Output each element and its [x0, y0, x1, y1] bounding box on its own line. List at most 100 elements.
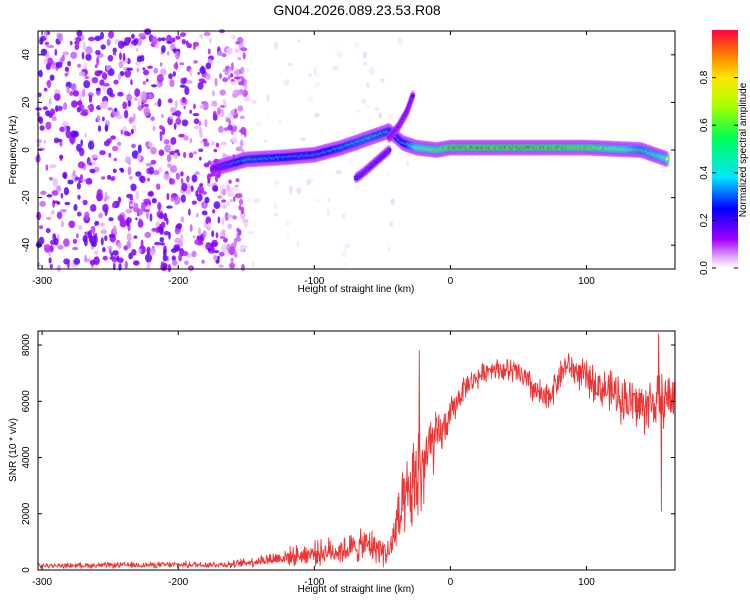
spectrogram-cell: [112, 262, 116, 271]
spectrogram-cell: [102, 86, 106, 92]
spectrogram-cell: [273, 202, 277, 210]
spectrogram-cell: [87, 141, 95, 150]
spectrogram-cell: [344, 243, 351, 249]
spectrogram-cell: [210, 140, 216, 147]
spectrogram-cell: [99, 150, 106, 156]
spectrogram-cell: [306, 179, 311, 186]
spectrogram-cell: [101, 72, 108, 80]
spectrogram-cell: [111, 202, 117, 209]
spectrogram-cell: [221, 216, 225, 226]
spectrogram-cell: [183, 135, 189, 141]
spectrogram-cell: [151, 84, 157, 88]
spectrogram-cell: [162, 266, 167, 271]
spectrogram-cell: [84, 211, 90, 221]
spectrogram-cell: [82, 235, 88, 243]
spectrogram-cell: [126, 232, 132, 242]
spectrogram-cell: [117, 115, 123, 120]
spectrogram-cell: [236, 193, 243, 199]
spectrogram-cell: [48, 257, 52, 264]
spectrogram-cell: [228, 179, 232, 184]
spectrogram-cell: [235, 41, 241, 45]
spectrogram-cell: [117, 91, 124, 97]
spectrogram-cell: [140, 91, 147, 100]
spectrogram-cell: [175, 172, 180, 180]
spectrogram-cell: [167, 98, 173, 104]
spectrogram-cell: [205, 216, 212, 225]
spectrogram-cell: [102, 247, 106, 253]
spectrogram-cell: [223, 237, 228, 243]
spectrogram-cell: [194, 171, 200, 176]
spectrogram-cell: [166, 205, 173, 209]
spectrogram-cell: [241, 264, 245, 271]
spectrogram-x-tick-label: 0: [448, 276, 454, 287]
spectrogram-cell: [119, 70, 125, 77]
spectrogram-cell: [387, 245, 391, 253]
spectrogram-cell: [354, 147, 360, 151]
spectrogram-cell: [201, 80, 207, 84]
spectrogram-cell: [63, 125, 67, 133]
spectrogram-cell: [234, 108, 237, 114]
colorbar-gradient: [712, 30, 738, 268]
spectrogram-cell: [199, 156, 202, 161]
spectrogram-cell: [96, 115, 101, 123]
spectrogram-cell: [175, 50, 180, 60]
spectrogram-cell: [63, 238, 70, 247]
spectrogram-cell: [180, 194, 186, 203]
spectrogram-cell: [142, 80, 146, 85]
spectrogram-cell: [221, 53, 227, 58]
spectrogram-cell: [192, 113, 200, 117]
spectrogram-cell: [103, 82, 110, 87]
spectrogram-cell: [45, 110, 51, 117]
spectrogram-cell: [235, 186, 239, 193]
spectrogram-cell: [87, 230, 93, 239]
spectrogram-cell: [344, 260, 347, 268]
spectrogram-cell: [163, 173, 170, 181]
spectrogram-cell: [143, 103, 149, 108]
spectrogram-cell: [147, 65, 154, 69]
spectrogram-cell: [45, 121, 52, 130]
spectrogram-cell: [228, 119, 232, 126]
spectrogram-cell: [205, 62, 212, 70]
spectrogram-cell: [110, 176, 116, 181]
spectrogram-cell: [47, 57, 53, 65]
colorbar-tick-label: 0.0: [699, 261, 710, 275]
spectrogram-cell: [360, 98, 367, 104]
snr-y-tick-label: 2000: [21, 502, 32, 525]
spectrogram-cell: [95, 87, 101, 91]
spectrogram-cell: [247, 196, 250, 203]
spectrogram-cell: [374, 107, 380, 111]
spectrogram-cell: [100, 229, 108, 235]
spectrogram-cell: [127, 166, 132, 176]
spectrogram-cell: [62, 171, 68, 179]
spectrogram-cell: [233, 196, 236, 202]
spectrogram-cell: [142, 67, 146, 71]
spectrogram-cell: [76, 233, 79, 239]
spectrogram-cell: [83, 80, 91, 89]
spectrogram-cell: [133, 235, 138, 239]
spectrogram-cell: [308, 73, 313, 78]
spectrogram-y-tick-label: 20: [21, 96, 32, 108]
spectrogram-cell: [214, 77, 218, 87]
spectrogram-cell: [73, 257, 81, 265]
spectrogram-cell: [213, 201, 221, 210]
spectrogram-cell: [49, 264, 53, 269]
spectrogram-cell: [107, 54, 114, 62]
spectrogram-cell: [126, 67, 134, 71]
spectrogram-cell: [133, 38, 139, 43]
spectrogram-cell: [149, 213, 153, 222]
spectrogram-cell: [70, 130, 78, 138]
spectrogram-cell: [164, 144, 171, 153]
spectrogram-cell: [117, 196, 122, 204]
spectrogram-cell: [150, 146, 157, 155]
spectrogram-cell: [148, 166, 154, 175]
spectrogram-cell: [229, 73, 234, 78]
spectrogram-cell: [181, 119, 189, 127]
colorbar-tick-label: 0.8: [699, 70, 710, 84]
spectrogram-cell: [39, 37, 44, 45]
spectrogram-cell: [217, 195, 223, 199]
spectrogram-cell: [239, 245, 245, 253]
spectrogram-cell: [243, 96, 252, 103]
spectrogram-cell: [203, 31, 211, 37]
spectrogram-cell: [72, 169, 76, 177]
